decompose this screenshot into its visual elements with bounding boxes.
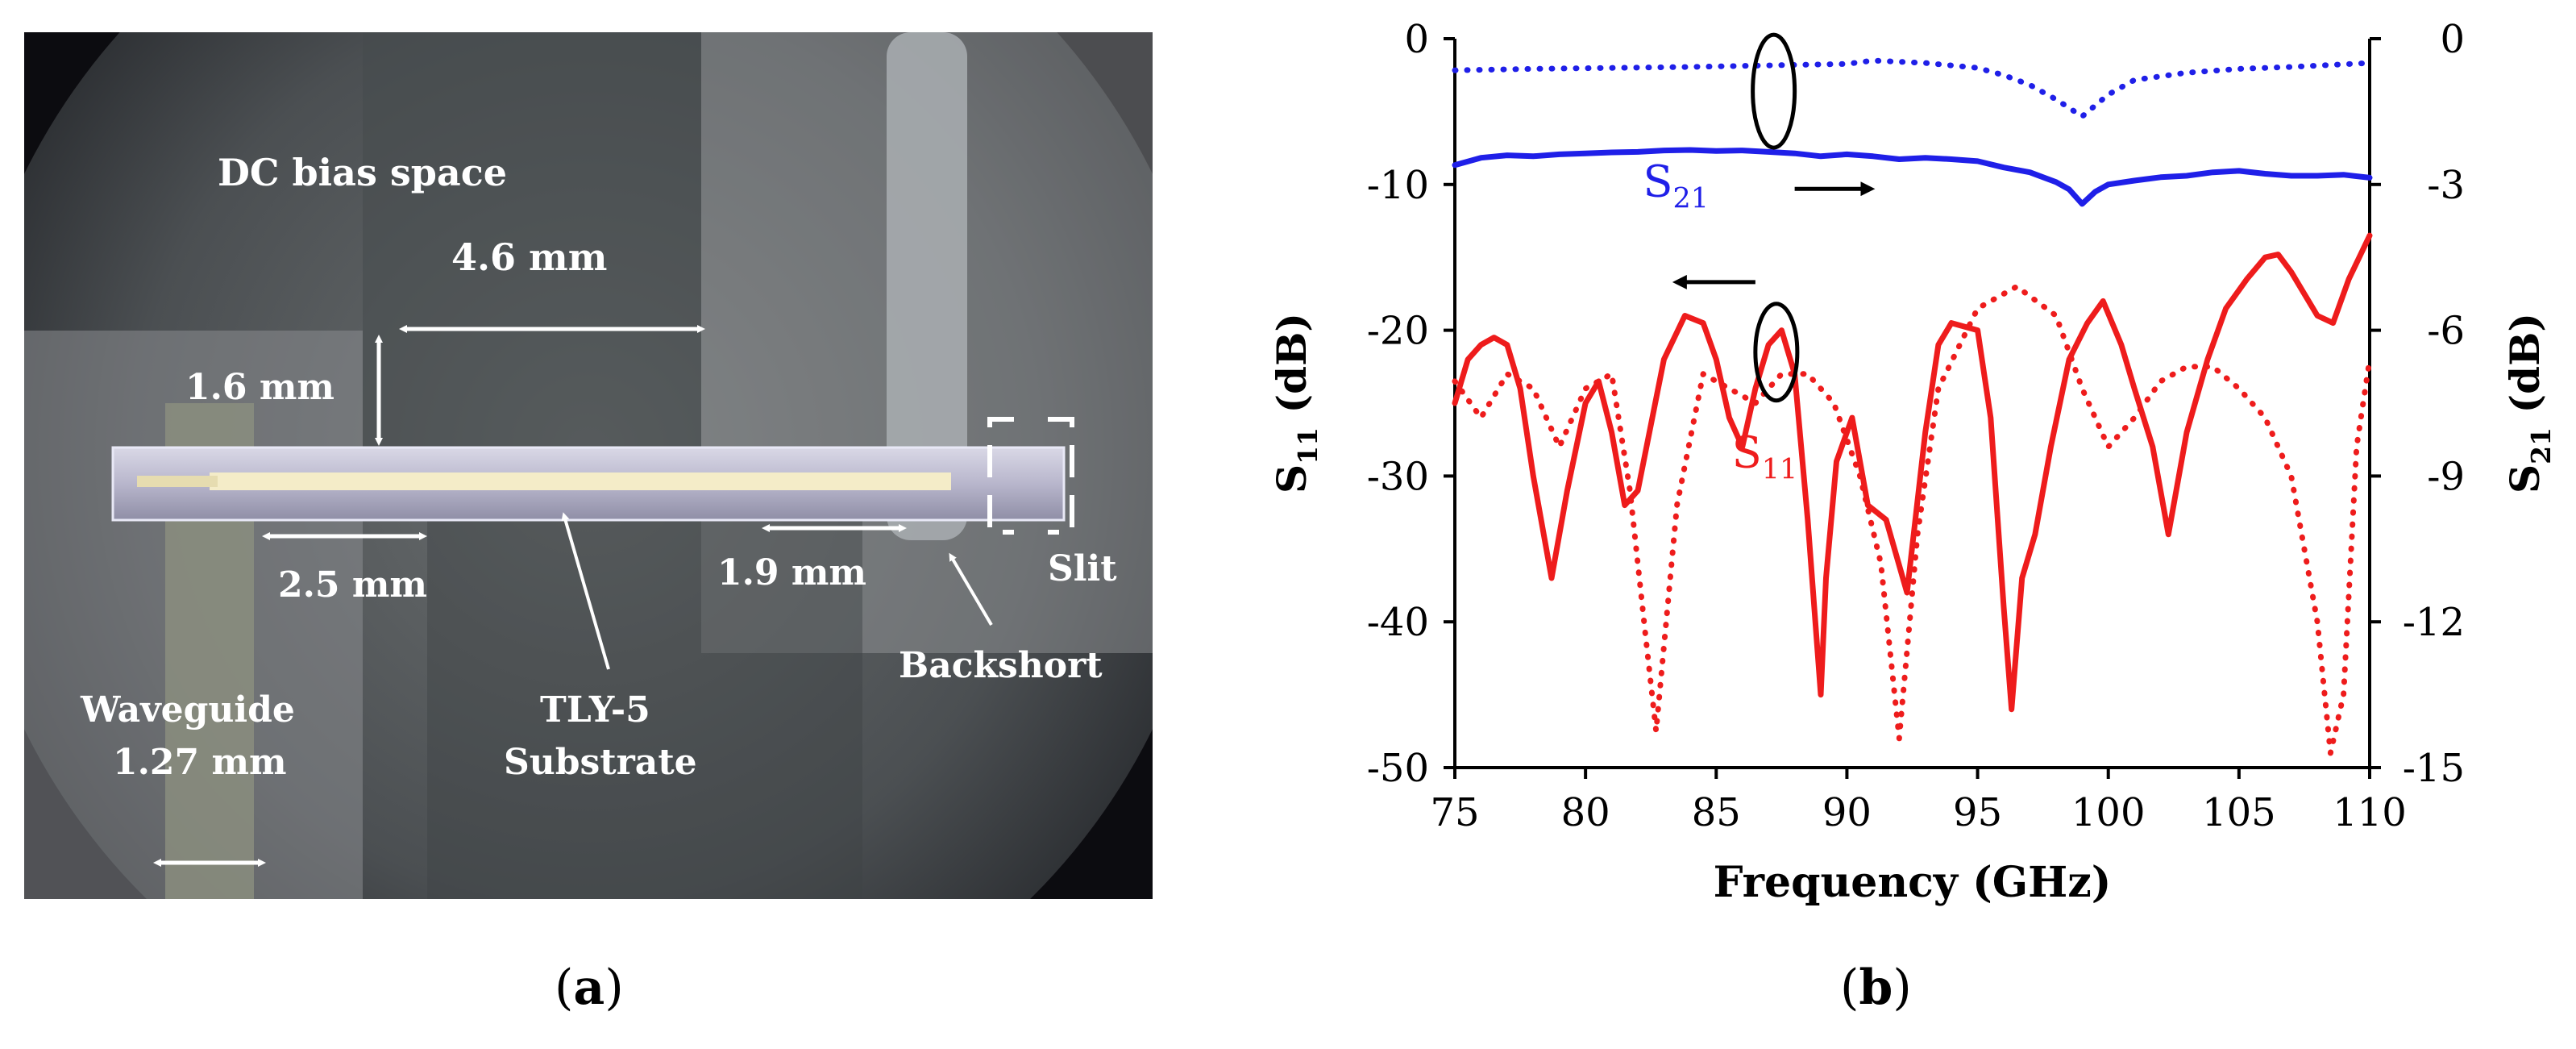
y-left-tick-label: -20 bbox=[1367, 309, 1429, 354]
y-left-tick-label: -30 bbox=[1367, 454, 1429, 499]
label-substrate-material: TLY-5 bbox=[540, 689, 650, 731]
y-right-tick-label: -3 bbox=[2427, 163, 2465, 208]
s21-series-label: S21 bbox=[1643, 156, 1709, 214]
label-backshort: Backshort bbox=[899, 645, 1103, 686]
x-tick-label: 80 bbox=[1561, 790, 1610, 835]
y-left-tick-label: -50 bbox=[1367, 746, 1429, 791]
x-tick-label: 95 bbox=[1953, 790, 2002, 835]
label-waveguide: Waveguide bbox=[80, 689, 295, 731]
s11-simulated-line bbox=[1452, 283, 2373, 756]
backshort-bar bbox=[887, 32, 967, 540]
y-right-tick-label: -12 bbox=[2403, 600, 2465, 645]
y-right-tick-label: -15 bbox=[2403, 746, 2465, 791]
x-tick-label: 85 bbox=[1692, 790, 1741, 835]
label-waveguide-size: 1.27 mm bbox=[113, 742, 287, 783]
block-lower-mid bbox=[427, 516, 862, 899]
pointer-substrate bbox=[561, 512, 610, 670]
y-left-tick-label: -10 bbox=[1367, 163, 1429, 208]
label-dim-2-5: 2.5 mm bbox=[278, 564, 427, 606]
s11-series-label: S11 bbox=[1732, 427, 1798, 486]
label-dim-1-9: 1.9 mm bbox=[717, 552, 866, 593]
y-right-tick-label: 0 bbox=[2440, 17, 2465, 62]
x-tick-label: 100 bbox=[2071, 790, 2146, 835]
device-photo-panel: DC bias space 4.6 mm 1.6 mm 2.5 mm 1.9 m… bbox=[24, 32, 1153, 899]
panel-b-caption: (b) bbox=[1840, 960, 1912, 1016]
probe-line bbox=[137, 476, 218, 487]
label-dc-bias-space: DC bias space bbox=[218, 151, 507, 194]
x-axis-title: Frequency (GHz) bbox=[1714, 858, 2112, 907]
y-axis-right-title: S21 (dB) bbox=[2501, 313, 2557, 493]
label-slit: Slit bbox=[1048, 548, 1117, 589]
pointer-backshort bbox=[949, 552, 993, 626]
y-axis-left-title: S11 (dB) bbox=[1268, 313, 1323, 493]
x-tick-label: 110 bbox=[2333, 790, 2407, 835]
s11-measured-line bbox=[1452, 232, 2373, 713]
slit-bracket bbox=[987, 417, 1074, 535]
panel-a-caption: (a) bbox=[555, 960, 624, 1016]
x-tick-label: 90 bbox=[1822, 790, 1872, 835]
x-tick-label: 75 bbox=[1430, 790, 1479, 835]
s21-simulated-line bbox=[1452, 57, 2373, 119]
s11-group-ellipse bbox=[1753, 302, 1800, 403]
label-substrate: Substrate bbox=[504, 742, 697, 783]
y-right-tick-label: -6 bbox=[2427, 309, 2465, 354]
y-right-tick-label: -9 bbox=[2427, 454, 2465, 499]
label-dim-1-6: 1.6 mm bbox=[185, 367, 334, 408]
y-left-tick-label: -40 bbox=[1367, 600, 1429, 645]
s21-measured-line bbox=[1452, 147, 2373, 207]
label-dim-4-6: 4.6 mm bbox=[451, 235, 607, 279]
y-left-tick-label: 0 bbox=[1404, 17, 1429, 62]
x-tick-label: 105 bbox=[2202, 790, 2276, 835]
s21-group-ellipse bbox=[1751, 32, 1797, 150]
block-center-dark bbox=[363, 32, 701, 452]
microstrip-line bbox=[210, 472, 951, 490]
